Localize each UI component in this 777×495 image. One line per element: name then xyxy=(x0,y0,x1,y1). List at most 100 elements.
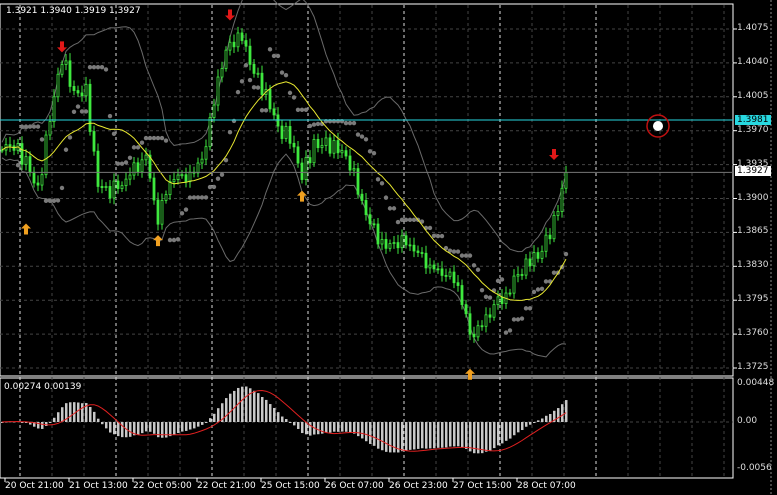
macd-histogram-bar xyxy=(505,422,508,441)
parabolic-sar-dot xyxy=(563,251,569,257)
macd-histogram-bar xyxy=(181,422,184,432)
candle-body xyxy=(472,333,476,338)
macd-histogram-bar xyxy=(157,422,160,438)
candle-body xyxy=(348,155,352,171)
parabolic-sar-dot xyxy=(387,206,393,211)
candle-body xyxy=(172,179,176,183)
parabolic-sar-dot xyxy=(179,211,185,216)
macd-histogram-bar xyxy=(245,386,248,422)
macd-histogram-bar xyxy=(321,422,324,434)
candle-body xyxy=(336,140,340,154)
candle-body xyxy=(332,140,336,154)
macd-histogram-bar xyxy=(61,407,64,422)
macd-histogram-bar xyxy=(145,422,148,432)
macd-histogram-bar xyxy=(349,422,352,433)
macd-histogram-bar xyxy=(233,390,236,422)
macd-histogram-bar xyxy=(29,422,32,425)
macd-histogram-bar xyxy=(449,422,452,447)
parabolic-sar-dot xyxy=(531,289,537,295)
time-tick-label: 27 Oct 15:00 xyxy=(453,481,512,491)
candle-body xyxy=(164,194,168,201)
macd-histogram-bar xyxy=(253,390,256,422)
parabolic-sar-dot xyxy=(95,64,101,70)
macd-histogram-bar xyxy=(433,422,436,449)
macd-histogram-bar xyxy=(293,422,296,426)
macd-histogram-bar xyxy=(65,403,68,422)
time-tick-label: 22 Oct 21:00 xyxy=(197,481,256,491)
price-tick-label: 1.4075 xyxy=(737,23,769,33)
candle-body xyxy=(156,199,160,225)
parabolic-sar-dot xyxy=(55,198,61,203)
macd-histogram-bar xyxy=(41,422,44,429)
parabolic-sar-dot xyxy=(135,145,141,150)
parabolic-sar-dot xyxy=(43,198,49,204)
candle-body xyxy=(288,126,292,144)
parabolic-sar-dot xyxy=(255,85,261,90)
candle-body xyxy=(84,83,88,97)
macd-histogram-bar xyxy=(377,422,380,449)
candle-body xyxy=(176,174,180,180)
parabolic-sar-dot xyxy=(191,195,197,200)
price-tick-label: 1.3830 xyxy=(737,260,769,271)
parabolic-sar-dot xyxy=(283,72,289,78)
candle-body xyxy=(324,137,328,146)
candle-body xyxy=(40,174,44,186)
parabolic-sar-dot xyxy=(527,306,533,311)
macd-histogram-bar xyxy=(469,422,472,452)
parabolic-sar-dot xyxy=(51,198,57,204)
parabolic-sar-dot xyxy=(187,195,193,200)
macd-histogram-bar xyxy=(541,418,544,422)
parabolic-sar-dot xyxy=(167,237,173,243)
parabolic-sar-dot xyxy=(451,249,457,254)
macd-histogram-bar xyxy=(561,404,564,422)
candle-body xyxy=(344,150,348,157)
parabolic-sar-dot xyxy=(411,217,417,223)
macd-histogram-bar xyxy=(529,422,532,425)
candle-body xyxy=(304,157,308,180)
candle-body xyxy=(416,250,420,253)
candle-body xyxy=(68,60,72,87)
candle-body xyxy=(428,264,432,269)
candle-body xyxy=(444,275,448,277)
parabolic-sar-dot xyxy=(151,135,157,141)
macd-histogram-bar xyxy=(441,422,444,448)
candle-body xyxy=(404,235,408,246)
parabolic-sar-dot xyxy=(267,47,273,52)
macd-histogram-bar xyxy=(257,393,260,422)
parabolic-sar-dot xyxy=(495,278,501,284)
parabolic-sar-dot xyxy=(31,124,37,129)
parabolic-sar-dot xyxy=(539,286,545,291)
candle-body xyxy=(352,168,356,171)
parabolic-sar-dot xyxy=(383,195,389,200)
candle-body xyxy=(64,60,68,65)
macd-histogram-bar xyxy=(297,422,300,429)
candle-body xyxy=(380,239,384,245)
macd-histogram-bar xyxy=(113,422,116,435)
macd-histogram-bar xyxy=(429,422,432,449)
candle-body xyxy=(272,108,276,116)
macd-histogram-bar xyxy=(1,422,4,423)
candle-body xyxy=(104,186,108,188)
parabolic-sar-dot xyxy=(59,185,65,191)
macd-histogram-bar xyxy=(409,422,412,450)
macd-histogram-bar xyxy=(393,422,396,453)
candle-body xyxy=(536,252,540,259)
price-tick-label: 1.3935 xyxy=(737,158,769,169)
candle-body xyxy=(228,41,232,51)
parabolic-sar-dot xyxy=(507,328,513,333)
parabolic-sar-dot xyxy=(455,249,461,254)
macd-histogram-bar xyxy=(493,422,496,449)
candle-body xyxy=(56,73,60,98)
candle-body xyxy=(224,49,228,69)
macd-histogram-bar xyxy=(521,422,524,431)
parabolic-sar-dot xyxy=(175,237,181,242)
parabolic-sar-dot xyxy=(315,121,321,127)
candle-body xyxy=(48,121,52,136)
macd-histogram-bar xyxy=(117,422,120,437)
parabolic-sar-dot xyxy=(143,135,149,141)
candle-body xyxy=(396,242,400,249)
price-tick-label: 1.3725 xyxy=(737,362,769,372)
parabolic-sar-dot xyxy=(223,157,229,163)
parabolic-sar-dot xyxy=(287,90,293,96)
